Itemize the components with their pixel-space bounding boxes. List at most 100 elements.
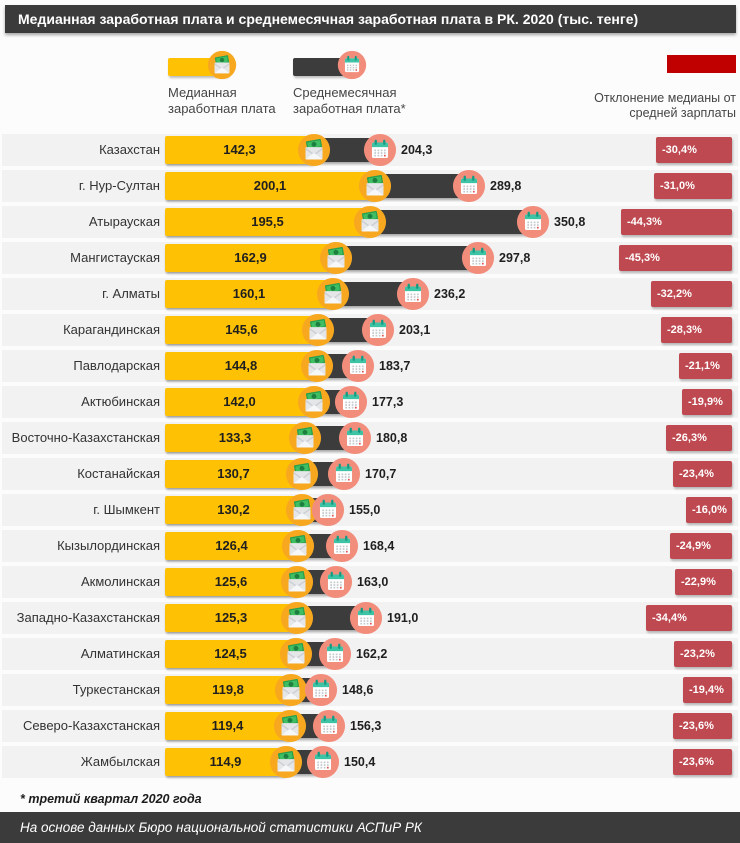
chart-row: Актюбинская 142,0 [2,385,738,419]
deviation-badge: -45,3% [619,245,732,271]
deviation-value: -21,1% [685,360,720,372]
median-salary-bar: 114,9 [165,748,286,776]
calendar-icon [396,277,430,311]
deviation-value: -23,6% [679,756,714,768]
chart-row: Казахстан 142,3 [2,133,738,167]
legend-median-label: Медианная заработная плата [168,85,276,116]
median-value: 130,2 [217,502,250,517]
average-value: 168,4 [363,539,395,553]
region-label: Жамбылская [80,754,160,769]
median-value: 124,5 [214,646,247,661]
deviation-value: -32,2% [657,288,692,300]
money-envelope-icon [285,493,319,527]
money-envelope-icon [316,277,350,311]
calendar-icon [312,709,346,743]
median-value: 114,9 [209,754,242,769]
deviation-value: -16,0% [692,504,727,516]
deviation-badge: -23,6% [673,713,732,739]
region-label: Кызылординская [57,538,160,553]
median-value: 145,6 [225,322,258,337]
region-label: Северо-Казахстанская [22,718,160,733]
calendar-icon [334,385,368,419]
money-envelope-icon [269,745,303,779]
median-salary-bar: 144,8 [165,352,317,380]
money-envelope-icon [288,421,322,455]
calendar-icon [327,457,361,491]
chart-row: Туркестанская 119,8 [2,673,738,707]
calendar-icon [311,493,345,527]
chart-row: Жамбылская 114,9 [2,745,738,779]
average-value: 156,3 [350,719,382,733]
deviation-value: -31,0% [660,180,695,192]
deviation-badge: -19,4% [683,677,732,703]
calendar-icon [363,133,397,167]
median-salary-bar: 124,5 [165,640,296,668]
average-value: 170,7 [365,467,397,481]
money-envelope-icon [300,349,334,383]
chart-row: Кызылординская 126,4 [2,529,738,563]
average-value: 204,3 [401,143,433,157]
deviation-badge: -21,1% [679,353,732,379]
money-envelope-icon [274,673,308,707]
calendar-icon [461,241,495,275]
money-envelope-icon [273,709,307,743]
region-label: Атырауская [88,214,160,229]
chart-row: Северо-Казахстанская 119,4 [2,709,738,743]
region-label: г. Шымкент [93,502,160,517]
region-label: Актюбинская [81,394,160,409]
region-label: Туркестанская [72,682,160,697]
chart-title-bar: Медианная заработная плата и среднемесяч… [5,5,736,33]
region-label: г. Нур-Султан [78,178,160,193]
region-label: Карагандинская [63,322,160,337]
calendar-icon [338,421,372,455]
median-value: 142,0 [223,394,256,409]
deviation-value: -26,3% [672,432,707,444]
median-salary-bar: 126,4 [165,532,298,560]
source-bar: На основе данных Бюро национальной стати… [0,812,740,843]
median-salary-bar: 130,2 [165,496,302,524]
chart-title: Медианная заработная плата и среднемесяч… [18,11,639,27]
median-salary-bar: 145,6 [165,316,318,344]
deviation-value: -28,3% [667,324,702,336]
deviation-value: -23,2% [680,648,715,660]
median-value: 119,8 [212,682,244,697]
deviation-swatch [667,55,736,73]
average-value: 148,6 [342,683,374,697]
chart-row: Атырауская 195,5 [2,205,738,239]
deviation-value: -22,9% [681,576,716,588]
deviation-badge: -23,2% [674,641,732,667]
chart-row: г. Шымкент 130,2 [2,493,738,527]
region-label: Костанайская [77,466,160,481]
deviation-badge: -34,4% [646,605,732,631]
chart-rows: Казахстан 142,3 [2,133,738,782]
calendar-icon [304,673,338,707]
money-envelope-icon [280,601,314,635]
money-envelope-icon [353,205,387,239]
deviation-value: -23,6% [679,720,714,732]
deviation-value: -19,9% [688,396,723,408]
legend-average-label: Среднемесячная заработная плата* [293,85,406,116]
deviation-badge: -23,4% [673,461,732,487]
deviation-badge: -30,4% [656,137,732,163]
median-value: 200,1 [253,178,287,193]
source-text: На основе данных Бюро национальной стати… [20,820,422,835]
legend-deviation-label: Отклонение медианы от средней зарплаты [594,91,736,120]
money-envelope-icon [281,529,315,563]
median-salary-bar: 142,0 [165,388,314,416]
region-label: Алматинская [80,646,160,661]
median-salary-bar: 125,3 [165,604,297,632]
median-value: 125,6 [214,574,248,589]
calendar-icon [306,745,340,779]
money-envelope-icon [358,169,392,203]
deviation-badge: -26,3% [666,425,732,451]
footnote: * третий квартал 2020 года [20,792,202,806]
median-salary-bar: 200,1 [165,172,375,200]
chart-row: Западно-Казахстанская 125,3 [2,601,738,635]
deviation-value: -19,4% [689,684,724,696]
chart-row: Карагандинская 145,6 [2,313,738,347]
average-value: 155,0 [349,503,381,517]
region-label: Казахстан [99,142,160,157]
average-bar-swatch [293,58,349,76]
chart-row: Акмолинская 125,6 [2,565,738,599]
